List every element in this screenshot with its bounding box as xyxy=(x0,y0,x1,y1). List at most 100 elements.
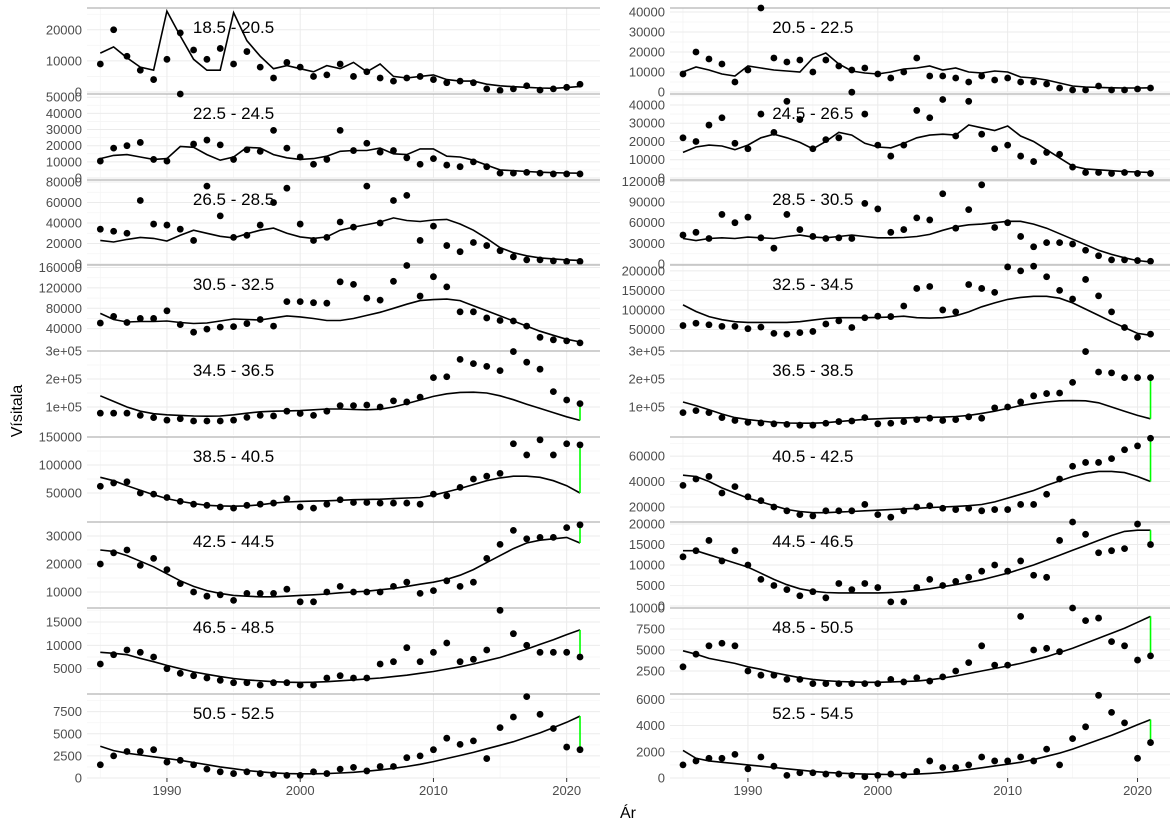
data-point xyxy=(1004,74,1012,82)
data-point xyxy=(350,147,357,154)
data-point xyxy=(150,555,158,562)
data-point xyxy=(270,199,277,206)
data-point xyxy=(1082,86,1089,94)
data-point xyxy=(443,242,451,249)
data-point xyxy=(1069,378,1076,386)
data-point xyxy=(270,322,277,330)
data-point xyxy=(270,679,277,687)
data-point xyxy=(809,233,817,240)
data-point xyxy=(1056,537,1064,544)
data-point xyxy=(336,218,344,226)
y-tick-label: 2e+05 xyxy=(45,372,82,387)
data-point xyxy=(363,401,371,409)
data-point xyxy=(203,136,211,144)
data-point xyxy=(323,407,331,415)
y-tick-label: 40000 xyxy=(629,97,665,112)
data-point xyxy=(416,590,424,597)
data-point xyxy=(310,73,317,80)
data-point xyxy=(1017,613,1025,620)
y-tick-label: 3e+05 xyxy=(628,344,665,359)
data-point xyxy=(731,219,739,227)
data-point xyxy=(1082,459,1089,466)
data-point xyxy=(243,231,251,239)
data-point xyxy=(230,770,237,777)
data-point xyxy=(1121,545,1128,553)
data-point xyxy=(1095,368,1102,376)
y-tick-label: 30000 xyxy=(629,116,665,131)
data-point xyxy=(323,674,331,682)
data-point xyxy=(430,648,437,656)
data-point xyxy=(296,298,304,306)
data-point xyxy=(861,501,869,508)
y-tick-label: 40000 xyxy=(46,216,82,231)
data-point xyxy=(705,642,713,650)
data-point xyxy=(150,653,158,661)
data-point xyxy=(1095,82,1102,90)
data-point xyxy=(770,671,778,679)
data-point xyxy=(483,646,491,654)
panel: 0 5000 10000 15000 20000 44.5 - 46.5 xyxy=(629,517,1170,614)
data-point xyxy=(913,503,921,511)
data-point xyxy=(296,771,304,779)
data-point xyxy=(1030,262,1038,270)
data-point xyxy=(310,504,317,512)
data-point xyxy=(416,393,424,401)
data-point xyxy=(403,262,411,269)
data-point xyxy=(323,233,331,241)
data-point xyxy=(926,575,934,583)
data-point xyxy=(390,763,397,770)
data-point xyxy=(123,646,131,654)
data-point xyxy=(1082,246,1089,254)
data-point xyxy=(965,573,973,581)
data-point xyxy=(796,421,804,429)
data-point xyxy=(900,678,908,686)
data-point xyxy=(190,46,197,54)
data-point xyxy=(900,598,908,606)
fitted-line xyxy=(100,145,581,174)
data-point xyxy=(270,126,277,134)
panel-label: 18.5 - 20.5 xyxy=(193,18,274,37)
data-point xyxy=(1017,152,1025,160)
data-point xyxy=(809,588,817,596)
data-point xyxy=(296,63,304,71)
y-tick-label: 20000 xyxy=(46,236,82,251)
data-point xyxy=(549,534,557,541)
data-point xyxy=(1030,757,1038,765)
data-point xyxy=(190,328,197,336)
data-point xyxy=(456,583,464,590)
data-point xyxy=(176,669,184,677)
data-point xyxy=(176,756,184,764)
data-point xyxy=(783,330,791,338)
fitted-line xyxy=(682,220,1151,263)
data-point xyxy=(1017,398,1025,406)
data-point xyxy=(323,156,331,163)
data-point xyxy=(190,588,197,596)
data-point xyxy=(991,404,999,412)
data-point xyxy=(363,588,371,596)
data-point xyxy=(861,64,869,72)
data-point xyxy=(783,97,791,105)
data-point xyxy=(822,507,830,515)
data-point xyxy=(1095,459,1102,466)
data-point xyxy=(744,493,752,501)
data-point xyxy=(110,651,118,659)
data-point xyxy=(216,417,224,425)
data-point xyxy=(323,299,331,307)
y-tick-label: 0 xyxy=(75,257,82,272)
data-point xyxy=(256,500,264,508)
data-point xyxy=(430,374,437,381)
data-point xyxy=(978,753,986,761)
data-point xyxy=(576,339,584,347)
data-point xyxy=(900,507,908,515)
panel: 40000 80000 120000 160000 30.5 - 32.5 xyxy=(39,260,600,349)
data-point xyxy=(270,412,277,420)
data-point xyxy=(96,660,104,668)
data-point xyxy=(430,746,437,754)
data-point xyxy=(163,221,171,229)
data-point xyxy=(390,77,397,85)
data-point xyxy=(523,693,531,701)
data-point xyxy=(731,642,739,650)
data-point xyxy=(861,110,869,118)
data-point xyxy=(416,500,424,508)
data-point xyxy=(1121,642,1128,650)
